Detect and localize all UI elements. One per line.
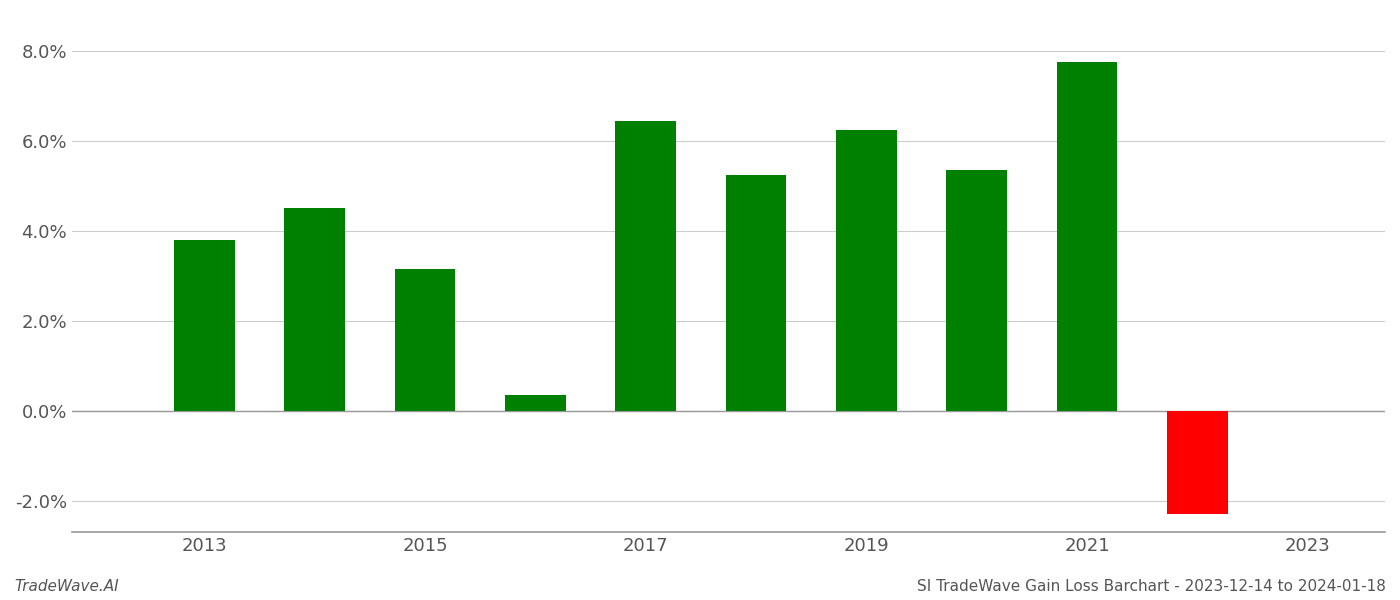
Bar — [284, 208, 344, 411]
Bar — [395, 269, 455, 411]
Text: TradeWave.AI: TradeWave.AI — [14, 579, 119, 594]
Bar — [1057, 62, 1117, 411]
Bar — [174, 240, 235, 411]
Bar — [1168, 411, 1228, 514]
Bar — [836, 130, 897, 411]
Text: SI TradeWave Gain Loss Barchart - 2023-12-14 to 2024-01-18: SI TradeWave Gain Loss Barchart - 2023-1… — [917, 579, 1386, 594]
Bar — [616, 121, 676, 411]
Bar — [946, 170, 1007, 411]
Bar — [505, 395, 566, 411]
Bar — [725, 175, 787, 411]
